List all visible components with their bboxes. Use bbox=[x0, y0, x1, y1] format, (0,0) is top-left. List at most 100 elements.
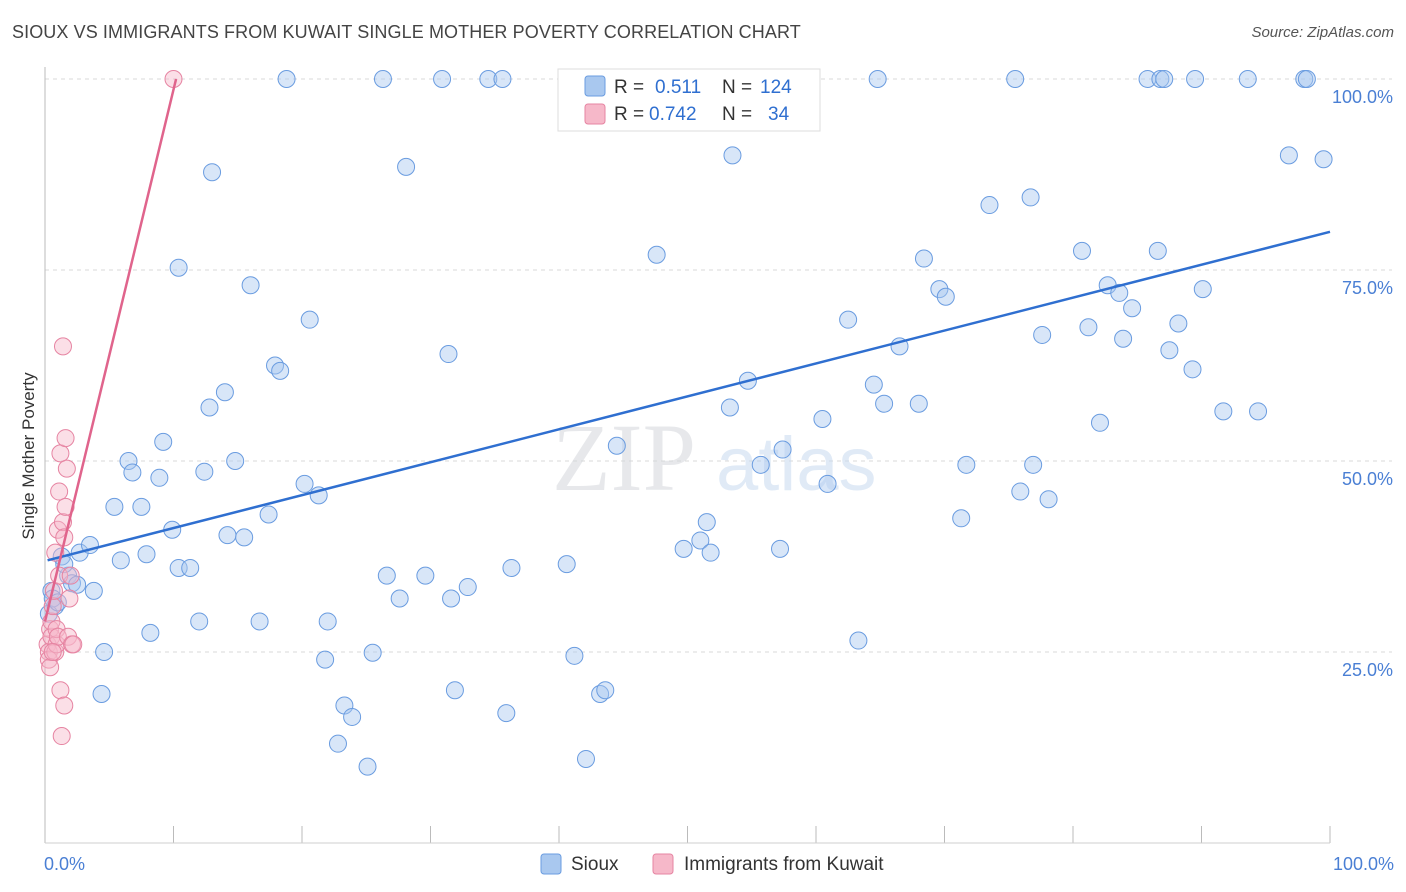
sioux-point-33 bbox=[259, 505, 278, 524]
sioux-point-40 bbox=[316, 650, 335, 669]
sioux-point-103 bbox=[1079, 318, 1098, 337]
sioux-point-81 bbox=[813, 409, 832, 428]
sioux-point-10 bbox=[105, 497, 124, 516]
sioux-point-68 bbox=[647, 245, 666, 264]
sioux-point-25 bbox=[200, 398, 219, 417]
series-legend-label-kuwait[interactable]: Immigrants from Kuwait bbox=[684, 854, 884, 875]
kuwait-point-24 bbox=[56, 429, 75, 448]
sioux-point-36 bbox=[277, 70, 296, 88]
y-tick-label-0: 25.0% bbox=[1342, 660, 1393, 680]
sioux-point-102 bbox=[1072, 241, 1091, 260]
sioux-point-51 bbox=[416, 566, 435, 585]
sioux-point-47 bbox=[373, 70, 392, 88]
sioux-point-78 bbox=[771, 539, 790, 558]
sioux-point-49 bbox=[377, 566, 396, 585]
sioux-point-43 bbox=[328, 734, 347, 753]
sioux-point-14 bbox=[132, 497, 151, 516]
sioux-point-30 bbox=[235, 528, 254, 547]
sioux-point-60 bbox=[502, 558, 521, 577]
series-legend: Sioux Immigrants from Kuwait bbox=[540, 853, 884, 875]
sioux-point-17 bbox=[150, 468, 169, 487]
sioux-point-76 bbox=[751, 455, 770, 474]
kuwait-point-3 bbox=[41, 620, 60, 639]
sioux-point-69 bbox=[691, 531, 710, 550]
y-tick-label-3: 100.0% bbox=[1332, 87, 1393, 107]
chart-source: Source: ZipAtlas.com bbox=[1251, 24, 1394, 41]
sioux-point-8 bbox=[95, 643, 114, 661]
sioux-point-18 bbox=[154, 432, 173, 451]
legend-r-label-kuwait: R = bbox=[614, 104, 644, 125]
sioux-point-55 bbox=[445, 681, 464, 700]
kuwait-point-31 bbox=[41, 658, 60, 677]
sioux-point-23 bbox=[190, 612, 209, 631]
sioux-point-58 bbox=[493, 70, 512, 88]
sioux-trend-line bbox=[47, 230, 1331, 562]
sioux-point-34 bbox=[266, 356, 285, 375]
sioux-point-97 bbox=[1011, 482, 1030, 501]
sioux-point-86 bbox=[868, 70, 887, 88]
series-legend-swatch-sioux[interactable] bbox=[540, 853, 562, 875]
sioux-point-82 bbox=[818, 474, 837, 493]
kuwait-point-28 bbox=[61, 566, 80, 585]
sioux-point-38 bbox=[300, 310, 319, 329]
sioux-point-46 bbox=[363, 643, 382, 662]
sioux-point-79 bbox=[773, 440, 792, 459]
sioux-point-73 bbox=[720, 398, 739, 417]
sioux-point-15 bbox=[137, 545, 156, 564]
legend-r-label-sioux: R = bbox=[614, 77, 644, 98]
kuwait-point-23 bbox=[56, 497, 75, 516]
series-legend-label-sioux[interactable]: Sioux bbox=[571, 854, 619, 875]
kuwait-points bbox=[38, 70, 183, 746]
sioux-point-7 bbox=[84, 581, 103, 600]
sioux-point-94 bbox=[957, 455, 976, 474]
watermark-zip: ZIP bbox=[552, 404, 696, 511]
kuwait-point-15 bbox=[50, 482, 69, 501]
kuwait-point-17 bbox=[51, 681, 70, 700]
sioux-point-52 bbox=[433, 70, 452, 88]
sioux-point-108 bbox=[1123, 299, 1142, 318]
y-tick-label-2: 75.0% bbox=[1342, 278, 1393, 298]
sioux-point-117 bbox=[1193, 280, 1212, 299]
sioux-point-116 bbox=[1186, 70, 1205, 88]
sioux-point-28 bbox=[218, 526, 237, 545]
kuwait-point-21 bbox=[55, 696, 74, 715]
sioux-point-114 bbox=[1169, 314, 1188, 333]
kuwait-point-27 bbox=[60, 589, 79, 608]
sioux-point-111 bbox=[1148, 241, 1167, 260]
sioux-point-41 bbox=[318, 612, 337, 631]
series-legend-swatch-kuwait[interactable] bbox=[652, 853, 674, 875]
sioux-point-59 bbox=[497, 704, 516, 723]
sioux-point-95 bbox=[980, 196, 999, 215]
sioux-point-37 bbox=[295, 474, 314, 493]
sioux-point-44 bbox=[343, 707, 362, 726]
legend-r-value-sioux: 0.511 bbox=[655, 77, 701, 98]
sioux-point-48 bbox=[390, 589, 409, 608]
axis-layer bbox=[44, 67, 1330, 844]
kuwait-trend-line bbox=[43, 78, 178, 622]
sioux-point-50 bbox=[397, 157, 416, 176]
x-tick-label-max: 100.0% bbox=[1333, 854, 1394, 874]
watermark-atlas: atlas bbox=[716, 422, 877, 507]
sioux-point-9 bbox=[92, 685, 111, 704]
sioux-point-63 bbox=[576, 749, 595, 768]
sioux-point-124 bbox=[1314, 150, 1333, 169]
kuwait-point-30 bbox=[64, 635, 83, 654]
sioux-point-87 bbox=[875, 394, 894, 413]
sioux-point-120 bbox=[1249, 402, 1268, 421]
sioux-point-123 bbox=[1297, 70, 1316, 88]
sioux-point-89 bbox=[909, 394, 928, 413]
sioux-point-66 bbox=[607, 436, 626, 455]
sioux-point-31 bbox=[241, 276, 260, 295]
grid-layer bbox=[44, 78, 1392, 843]
legend-n-label-sioux: N = bbox=[722, 77, 752, 98]
sioux-point-90 bbox=[914, 249, 933, 268]
sioux-point-13 bbox=[123, 463, 142, 482]
sioux-point-106 bbox=[1110, 283, 1129, 302]
x-tick-label-min: 0.0% bbox=[44, 854, 85, 874]
sioux-point-100 bbox=[1033, 325, 1052, 344]
sioux-point-129 bbox=[68, 575, 87, 594]
sioux-point-99 bbox=[1024, 455, 1043, 474]
sioux-point-53 bbox=[439, 345, 458, 364]
y-tick-label-1: 50.0% bbox=[1342, 469, 1393, 489]
y-tick-labels: 25.0% 50.0% 75.0% 100.0% bbox=[1332, 87, 1393, 680]
